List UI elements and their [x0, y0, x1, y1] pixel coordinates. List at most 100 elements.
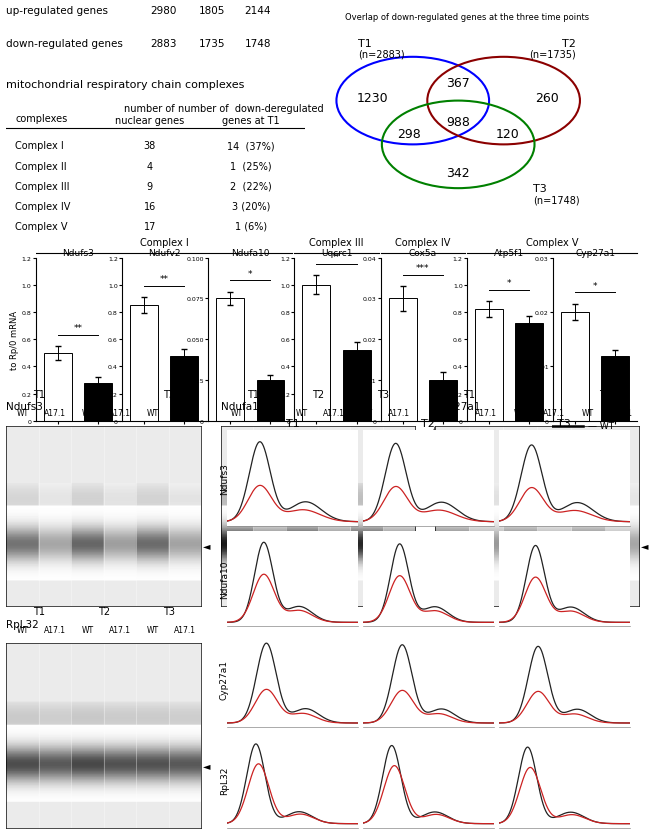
- Text: Complex I: Complex I: [140, 238, 188, 247]
- Text: T3: T3: [599, 390, 611, 400]
- Text: ◄: ◄: [417, 540, 425, 550]
- Title: Ndufa10: Ndufa10: [231, 248, 269, 257]
- Text: T2: T2: [312, 390, 324, 400]
- Text: T1: T1: [286, 418, 299, 428]
- Text: 367: 367: [447, 77, 470, 89]
- Text: A17.1: A17.1: [174, 625, 196, 635]
- Text: 120: 120: [495, 127, 519, 140]
- Y-axis label: Cyp27a1: Cyp27a1: [220, 660, 229, 700]
- Text: Cyp27a1: Cyp27a1: [435, 402, 481, 412]
- Text: 2980: 2980: [151, 6, 177, 16]
- Text: (n=2883): (n=2883): [358, 50, 405, 59]
- Bar: [84, 383, 112, 421]
- Text: A17.1: A17.1: [323, 408, 345, 417]
- Text: T3: T3: [377, 390, 389, 400]
- Text: T3: T3: [557, 418, 571, 428]
- Text: 988: 988: [447, 116, 470, 129]
- Text: 17: 17: [143, 222, 156, 232]
- Text: *: *: [248, 270, 252, 278]
- Text: — WT: — WT: [588, 422, 614, 431]
- Y-axis label: to Rp/0 mRNA: to Rp/0 mRNA: [10, 310, 19, 370]
- Text: (n=1735): (n=1735): [530, 50, 576, 59]
- Text: WT: WT: [231, 408, 243, 417]
- Text: 260: 260: [535, 92, 559, 105]
- Title: Uqcrc1: Uqcrc1: [321, 248, 352, 257]
- Text: 3 (20%): 3 (20%): [232, 201, 271, 212]
- Text: 1  (25%): 1 (25%): [230, 161, 272, 171]
- Text: Ndufs3: Ndufs3: [6, 402, 43, 412]
- Text: A17.1: A17.1: [388, 408, 410, 417]
- Text: A17.1: A17.1: [475, 408, 497, 417]
- Text: ◄: ◄: [203, 760, 211, 770]
- Text: WT: WT: [147, 408, 158, 417]
- Text: 2144: 2144: [245, 6, 271, 16]
- Text: ◄: ◄: [641, 540, 649, 550]
- Text: 2  (22%): 2 (22%): [230, 181, 272, 191]
- Bar: [429, 380, 457, 421]
- Text: T1: T1: [33, 390, 45, 400]
- Text: Complex III: Complex III: [16, 181, 70, 191]
- Text: A17.1: A17.1: [44, 625, 66, 635]
- Text: WT: WT: [582, 408, 594, 417]
- Text: WT: WT: [17, 408, 29, 417]
- Title: Ndufs3: Ndufs3: [62, 248, 93, 257]
- Text: number of  down-deregulated
genes at T1: number of down-deregulated genes at T1: [178, 104, 324, 125]
- Text: down-regulated genes: down-regulated genes: [6, 39, 123, 49]
- Text: **: **: [73, 324, 82, 333]
- Y-axis label: Ndufs3: Ndufs3: [220, 462, 229, 494]
- Text: A17.1: A17.1: [109, 408, 131, 417]
- Text: (n=1748): (n=1748): [533, 195, 580, 205]
- Bar: [343, 351, 371, 421]
- Bar: [43, 354, 71, 421]
- Text: WT: WT: [17, 625, 29, 635]
- Text: number of
nuclear genes: number of nuclear genes: [115, 104, 184, 125]
- Text: Complex II: Complex II: [16, 161, 67, 171]
- Text: Complex IV: Complex IV: [16, 201, 71, 212]
- Title: Cyp27a1: Cyp27a1: [575, 248, 615, 257]
- Title: Ndufv2: Ndufv2: [148, 248, 180, 257]
- Text: 14  (37%): 14 (37%): [228, 141, 275, 151]
- Text: A17.1: A17.1: [44, 408, 66, 417]
- Text: mitochondrial respiratory chain complexes: mitochondrial respiratory chain complexe…: [6, 79, 245, 89]
- Text: WT: WT: [82, 625, 93, 635]
- Text: Complex I: Complex I: [16, 141, 64, 151]
- Text: 38: 38: [143, 141, 156, 151]
- Text: ◄: ◄: [203, 540, 211, 550]
- Text: 9: 9: [147, 181, 153, 191]
- Text: 1 (6%): 1 (6%): [235, 222, 267, 232]
- Text: complexes: complexes: [16, 114, 67, 124]
- Text: — A17.1: — A17.1: [588, 447, 626, 456]
- Y-axis label: Ndufa10: Ndufa10: [220, 559, 229, 598]
- Bar: [302, 285, 330, 421]
- Text: up-regulated genes: up-regulated genes: [6, 6, 108, 16]
- Text: Complex III: Complex III: [310, 238, 363, 247]
- Bar: [475, 310, 503, 421]
- Title: Atp5f1: Atp5f1: [494, 248, 524, 257]
- Text: Complex V: Complex V: [16, 222, 68, 232]
- Bar: [216, 299, 244, 421]
- Text: A17.1: A17.1: [543, 408, 565, 417]
- Text: T2: T2: [98, 606, 110, 616]
- Text: Ndufa10: Ndufa10: [221, 402, 265, 412]
- Text: WT: WT: [82, 408, 93, 417]
- Text: 1805: 1805: [199, 6, 225, 16]
- Bar: [389, 299, 417, 421]
- Text: WT: WT: [361, 408, 373, 417]
- Text: T2: T2: [421, 418, 435, 428]
- Text: A17.1: A17.1: [174, 408, 196, 417]
- Bar: [256, 380, 284, 421]
- Text: WT: WT: [514, 408, 526, 417]
- Bar: [170, 356, 198, 421]
- Text: Overlap of down-regulated genes at the three time points: Overlap of down-regulated genes at the t…: [345, 13, 589, 22]
- Text: T3: T3: [163, 390, 175, 400]
- Bar: [602, 356, 630, 421]
- Text: A17.1: A17.1: [258, 408, 280, 417]
- Text: 16: 16: [143, 201, 156, 212]
- Text: WT: WT: [296, 408, 308, 417]
- Text: T2: T2: [563, 38, 576, 48]
- Bar: [561, 313, 589, 421]
- Text: T2: T2: [531, 390, 543, 400]
- Text: 2883: 2883: [151, 39, 177, 49]
- Text: WT: WT: [446, 408, 458, 417]
- Text: RpL32: RpL32: [6, 619, 39, 629]
